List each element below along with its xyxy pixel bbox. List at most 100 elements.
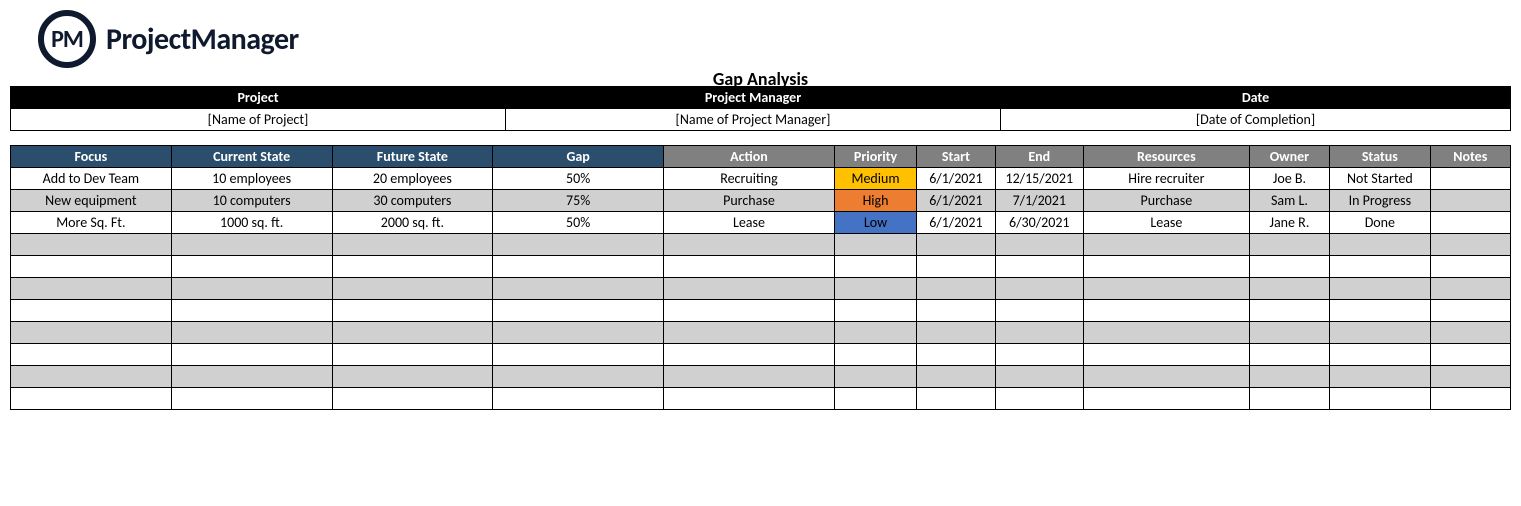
cell-empty[interactable] [332, 344, 493, 366]
cell-action[interactable]: Lease [664, 212, 835, 234]
cell-empty[interactable] [332, 300, 493, 322]
cell-start[interactable]: 6/1/2021 [917, 212, 995, 234]
cell-empty[interactable] [1430, 300, 1510, 322]
cell-empty[interactable] [1083, 256, 1249, 278]
cell-empty[interactable] [917, 256, 995, 278]
cell-empty[interactable] [834, 300, 916, 322]
cell-status[interactable]: In Progress [1330, 190, 1430, 212]
cell-empty[interactable] [664, 278, 835, 300]
cell-empty[interactable] [1083, 344, 1249, 366]
cell-empty[interactable] [11, 366, 172, 388]
cell-empty[interactable] [917, 344, 995, 366]
cell-status[interactable]: Not Started [1330, 168, 1430, 190]
cell-empty[interactable] [493, 278, 664, 300]
cell-empty[interactable] [11, 256, 172, 278]
cell-empty[interactable] [834, 344, 916, 366]
meta-value-manager[interactable]: [Name of Project Manager] [506, 109, 1001, 131]
cell-empty[interactable] [332, 234, 493, 256]
cell-action[interactable]: Recruiting [664, 168, 835, 190]
cell-empty[interactable] [11, 388, 172, 410]
cell-empty[interactable] [171, 388, 332, 410]
cell-empty[interactable] [11, 344, 172, 366]
cell-empty[interactable] [917, 234, 995, 256]
cell-empty[interactable] [332, 366, 493, 388]
cell-empty[interactable] [1330, 300, 1430, 322]
cell-resources[interactable]: Lease [1083, 212, 1249, 234]
cell-empty[interactable] [1249, 344, 1329, 366]
cell-empty[interactable] [1249, 300, 1329, 322]
cell-empty[interactable] [1083, 278, 1249, 300]
cell-empty[interactable] [1249, 366, 1329, 388]
cell-empty[interactable] [917, 388, 995, 410]
cell-empty[interactable] [1249, 388, 1329, 410]
cell-empty[interactable] [1330, 344, 1430, 366]
cell-empty[interactable] [664, 388, 835, 410]
cell-empty[interactable] [1083, 322, 1249, 344]
cell-empty[interactable] [11, 278, 172, 300]
cell-empty[interactable] [664, 322, 835, 344]
cell-current[interactable]: 10 employees [171, 168, 332, 190]
cell-empty[interactable] [332, 388, 493, 410]
cell-empty[interactable] [834, 388, 916, 410]
cell-empty[interactable] [332, 278, 493, 300]
cell-empty[interactable] [995, 344, 1083, 366]
cell-future[interactable]: 2000 sq. ft. [332, 212, 493, 234]
cell-empty[interactable] [995, 256, 1083, 278]
cell-empty[interactable] [11, 234, 172, 256]
cell-future[interactable]: 20 employees [332, 168, 493, 190]
cell-focus[interactable]: More Sq. Ft. [11, 212, 172, 234]
cell-empty[interactable] [332, 256, 493, 278]
cell-resources[interactable]: Purchase [1083, 190, 1249, 212]
cell-empty[interactable] [1330, 388, 1430, 410]
cell-owner[interactable]: Sam L. [1249, 190, 1329, 212]
cell-empty[interactable] [995, 278, 1083, 300]
cell-start[interactable]: 6/1/2021 [917, 168, 995, 190]
cell-empty[interactable] [493, 256, 664, 278]
cell-empty[interactable] [171, 234, 332, 256]
cell-empty[interactable] [834, 234, 916, 256]
cell-start[interactable]: 6/1/2021 [917, 190, 995, 212]
cell-empty[interactable] [1083, 388, 1249, 410]
cell-focus[interactable]: Add to Dev Team [11, 168, 172, 190]
cell-end[interactable]: 6/30/2021 [995, 212, 1083, 234]
cell-empty[interactable] [1249, 278, 1329, 300]
cell-current[interactable]: 10 computers [171, 190, 332, 212]
cell-current[interactable]: 1000 sq. ft. [171, 212, 332, 234]
cell-gap[interactable]: 75% [493, 190, 664, 212]
cell-gap[interactable]: 50% [493, 168, 664, 190]
cell-empty[interactable] [1430, 256, 1510, 278]
cell-empty[interactable] [493, 344, 664, 366]
cell-empty[interactable] [1330, 366, 1430, 388]
cell-end[interactable]: 12/15/2021 [995, 168, 1083, 190]
cell-empty[interactable] [664, 344, 835, 366]
cell-empty[interactable] [332, 322, 493, 344]
cell-empty[interactable] [493, 388, 664, 410]
cell-empty[interactable] [917, 278, 995, 300]
cell-empty[interactable] [917, 300, 995, 322]
cell-empty[interactable] [171, 278, 332, 300]
cell-empty[interactable] [664, 234, 835, 256]
cell-empty[interactable] [1083, 366, 1249, 388]
cell-status[interactable]: Done [1330, 212, 1430, 234]
cell-empty[interactable] [493, 234, 664, 256]
cell-empty[interactable] [171, 322, 332, 344]
cell-end[interactable]: 7/1/2021 [995, 190, 1083, 212]
meta-value-date[interactable]: [Date of Completion] [1001, 109, 1511, 131]
cell-empty[interactable] [1430, 366, 1510, 388]
cell-priority[interactable]: Medium [834, 168, 916, 190]
cell-empty[interactable] [1249, 322, 1329, 344]
cell-empty[interactable] [171, 366, 332, 388]
cell-empty[interactable] [834, 322, 916, 344]
cell-future[interactable]: 30 computers [332, 190, 493, 212]
cell-notes[interactable] [1430, 212, 1510, 234]
cell-empty[interactable] [995, 366, 1083, 388]
cell-empty[interactable] [664, 300, 835, 322]
cell-empty[interactable] [493, 366, 664, 388]
cell-empty[interactable] [11, 300, 172, 322]
cell-empty[interactable] [1330, 234, 1430, 256]
cell-empty[interactable] [493, 300, 664, 322]
cell-empty[interactable] [493, 322, 664, 344]
cell-empty[interactable] [1083, 234, 1249, 256]
cell-empty[interactable] [1430, 234, 1510, 256]
cell-empty[interactable] [664, 256, 835, 278]
